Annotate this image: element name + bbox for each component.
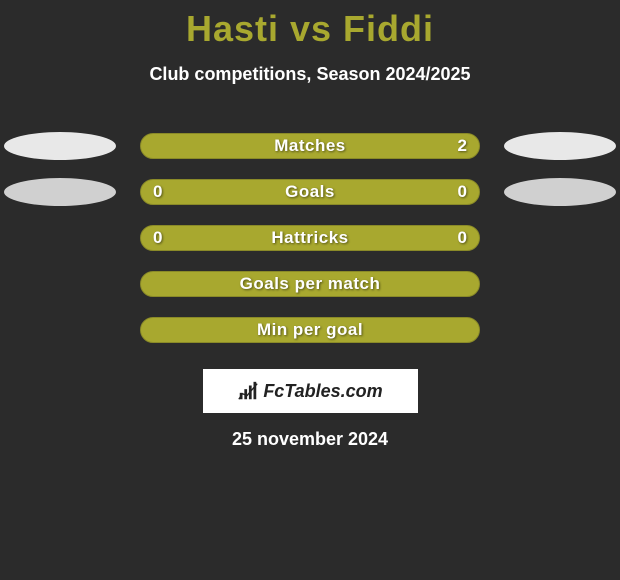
stats-comparison-card: Hasti vs Fiddi Club competitions, Season…	[0, 0, 620, 580]
stat-value-left: 0	[153, 228, 162, 248]
brand-watermark: FcTables.com	[203, 369, 418, 413]
stat-value-right: 2	[458, 136, 467, 156]
stat-row-goals-per-match: Goals per match	[10, 261, 610, 307]
stat-value-left: 0	[153, 182, 162, 202]
date-label: 25 november 2024	[0, 429, 620, 450]
chart-icon	[237, 380, 259, 402]
stat-row-hattricks: 0 Hattricks 0	[10, 215, 610, 261]
comparison-chart: Matches 2 0 Goals 0 0 Hattricks 0	[0, 123, 620, 353]
page-title: Hasti vs Fiddi	[0, 0, 620, 50]
right-avatar-placeholder	[504, 178, 616, 206]
stat-value-right: 0	[458, 228, 467, 248]
stat-row-goals: 0 Goals 0	[10, 169, 610, 215]
stat-bar: 0 Goals 0	[140, 179, 480, 205]
right-avatar-placeholder	[504, 132, 616, 160]
stat-row-matches: Matches 2	[10, 123, 610, 169]
stat-value-right: 0	[458, 182, 467, 202]
stat-label: Hattricks	[271, 228, 348, 248]
stat-bar: Min per goal	[140, 317, 480, 343]
stat-label: Goals per match	[240, 274, 381, 294]
stat-bar: 0 Hattricks 0	[140, 225, 480, 251]
stat-label: Min per goal	[257, 320, 363, 340]
stat-label: Matches	[274, 136, 346, 156]
page-subtitle: Club competitions, Season 2024/2025	[0, 64, 620, 85]
stat-row-min-per-goal: Min per goal	[10, 307, 610, 353]
brand-name: FcTables.com	[263, 381, 382, 402]
left-avatar-placeholder	[4, 178, 116, 206]
stat-bar: Goals per match	[140, 271, 480, 297]
stat-bar: Matches 2	[140, 133, 480, 159]
stat-label: Goals	[285, 182, 335, 202]
left-avatar-placeholder	[4, 132, 116, 160]
